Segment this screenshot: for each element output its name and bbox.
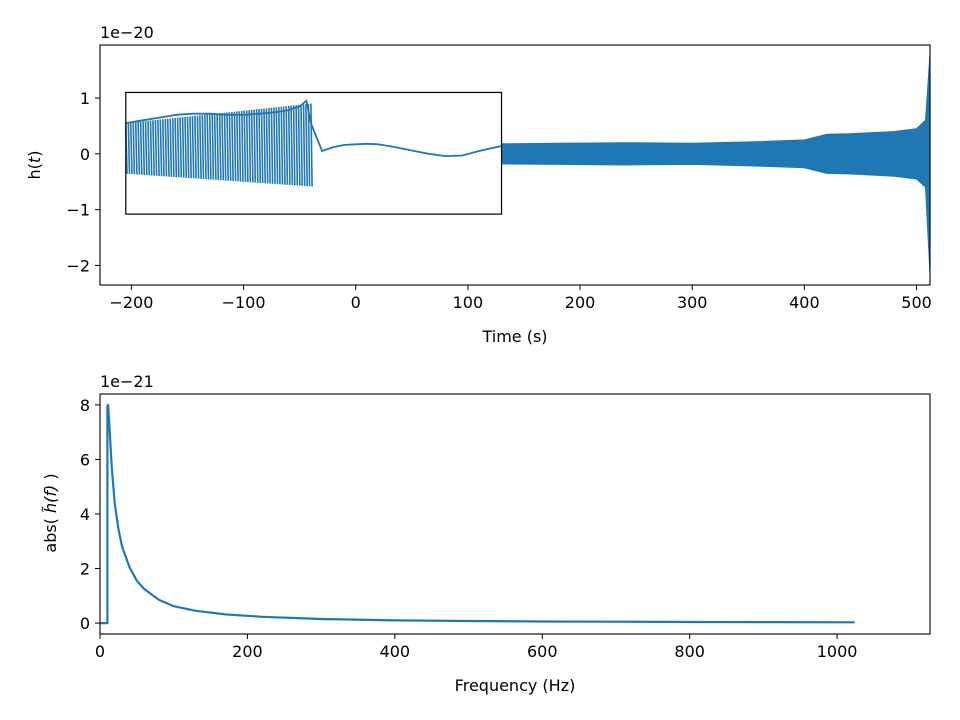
time-domain-x-axis-label: Time (s) <box>481 327 547 346</box>
x-tick-label: 100 <box>453 293 484 312</box>
frequency-y-label-var: h̃(f) <box>41 485 60 513</box>
time-domain-panel: −200 −100 0 100 200 300 400 500 −2 −1 0 1 1e−20 Ti… <box>25 23 932 346</box>
x-tick-label: 500 <box>901 293 932 312</box>
x-tick-label: 0 <box>351 293 361 312</box>
x-tick-label: −200 <box>109 293 153 312</box>
frequency-offset-text: 1e−21 <box>100 372 154 391</box>
y-tick-label: −2 <box>66 256 90 275</box>
y-tick-label: 4 <box>80 505 90 524</box>
x-tick-label: −100 <box>222 293 266 312</box>
frequency-y-label-suffix: ) <box>41 473 60 484</box>
time-domain-y-axis-label: h(t) <box>25 151 44 180</box>
frequency-domain-panel: 0 200 400 600 800 1000 0 2 4 6 8 1e−21 Frequency … <box>41 372 931 695</box>
x-tick-label: 200 <box>565 293 596 312</box>
time-domain-y-ticks: −2 −1 0 1 <box>66 89 100 275</box>
inset-oscillation <box>125 103 313 187</box>
time-domain-y-label-var: t <box>25 156 44 163</box>
frequency-spectrum-line <box>100 403 855 625</box>
y-tick-label: 0 <box>80 145 90 164</box>
y-tick-label: −1 <box>66 201 90 220</box>
time-domain-offset-text: 1e−20 <box>100 23 154 42</box>
y-tick-label: 0 <box>80 614 90 633</box>
x-tick-label: 600 <box>527 642 558 661</box>
x-tick-label: 1000 <box>817 642 858 661</box>
x-tick-label: 0 <box>95 642 105 661</box>
x-tick-label: 400 <box>789 293 820 312</box>
y-tick-label: 1 <box>80 89 90 108</box>
x-tick-label: 800 <box>674 642 705 661</box>
x-tick-label: 200 <box>232 642 263 661</box>
y-tick-label: 8 <box>80 396 90 415</box>
time-domain-y-label-prefix: h( <box>25 163 44 179</box>
y-tick-label: 2 <box>80 560 90 579</box>
frequency-y-label-prefix: abs( <box>41 513 60 553</box>
frequency-y-axis-label: abs( h̃(f) ) <box>41 473 60 552</box>
time-domain-x-ticks: −200 −100 0 100 200 300 400 500 <box>109 285 932 312</box>
inset-box <box>125 91 503 215</box>
inset-waveform-line <box>125 99 502 158</box>
frequency-x-ticks: 0 200 400 600 800 1000 <box>95 634 858 661</box>
frequency-y-ticks: 0 2 4 6 8 <box>80 396 100 633</box>
time-domain-y-label-suffix: ) <box>25 151 44 157</box>
frequency-x-axis-label: Frequency (Hz) <box>455 676 576 695</box>
x-tick-label: 400 <box>380 642 411 661</box>
spectrum-series-line <box>100 403 855 625</box>
y-tick-label: 6 <box>80 450 90 469</box>
x-tick-label: 300 <box>677 293 708 312</box>
inset-rectangle <box>125 91 503 215</box>
time-domain-axes-frame <box>99 44 931 286</box>
